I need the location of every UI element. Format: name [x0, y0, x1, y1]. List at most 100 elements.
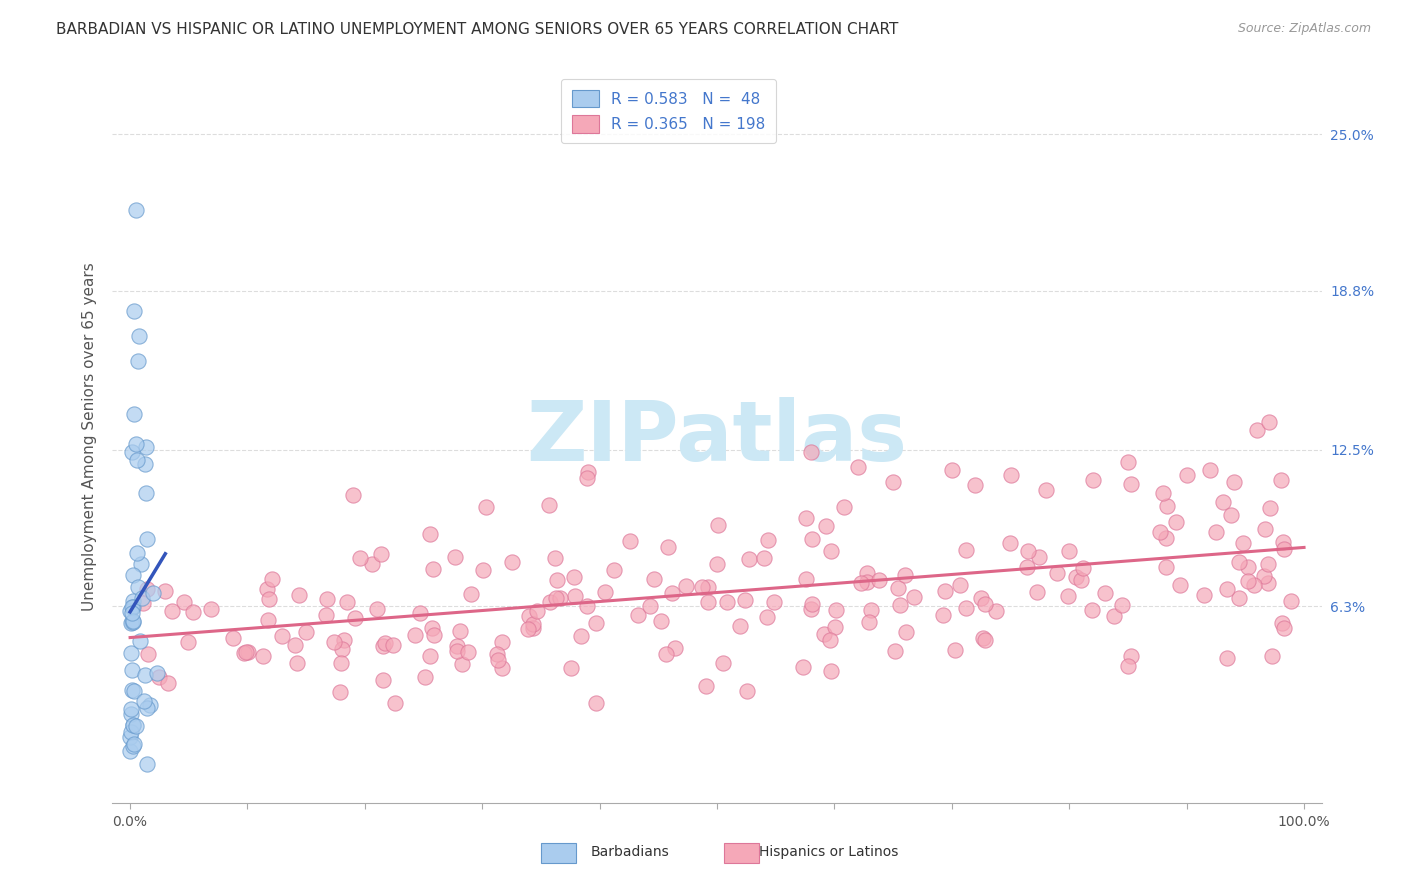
Point — [538, 595, 561, 609]
Y-axis label: Unemployment Among Seniors over 65 years: Unemployment Among Seniors over 65 years — [82, 263, 97, 611]
Point — [404, 628, 426, 642]
Point — [423, 627, 446, 641]
Point — [157, 676, 180, 690]
Point — [451, 657, 474, 672]
Point — [173, 594, 195, 608]
Point — [121, 606, 143, 620]
Point — [322, 635, 344, 649]
Point — [889, 598, 911, 612]
Point — [200, 602, 222, 616]
Point — [381, 638, 404, 652]
Point — [884, 644, 907, 658]
Point — [711, 657, 734, 671]
Point — [262, 572, 284, 586]
Point — [135, 440, 157, 454]
Point — [1152, 485, 1174, 500]
Point — [941, 463, 963, 477]
Point — [1057, 589, 1080, 603]
Point — [284, 638, 307, 652]
Point — [965, 478, 987, 492]
Point — [121, 600, 143, 615]
Point — [675, 579, 697, 593]
Point — [974, 633, 997, 648]
Point — [820, 543, 842, 558]
Point — [122, 304, 145, 318]
Point — [122, 684, 145, 698]
Point — [638, 599, 661, 613]
Point — [120, 604, 142, 618]
Point — [896, 625, 918, 640]
Point — [344, 611, 367, 625]
Point — [972, 631, 994, 645]
Point — [569, 629, 592, 643]
Point — [1194, 588, 1216, 602]
Point — [1000, 467, 1022, 482]
Point — [1111, 598, 1133, 612]
Point — [934, 583, 956, 598]
Point — [794, 572, 817, 586]
Point — [1064, 570, 1087, 584]
Point — [800, 445, 823, 459]
Text: ZIPatlas: ZIPatlas — [527, 397, 907, 477]
Point — [544, 591, 567, 606]
Point — [548, 591, 571, 605]
Point — [1219, 508, 1241, 522]
Point — [868, 573, 890, 587]
Point — [846, 460, 869, 475]
Point — [127, 452, 149, 467]
Point — [1046, 566, 1069, 580]
Point — [792, 660, 814, 674]
Point — [762, 595, 785, 609]
Point — [177, 635, 200, 649]
Point — [449, 624, 471, 638]
Point — [1119, 477, 1142, 491]
Point — [315, 591, 337, 606]
Point — [657, 540, 679, 554]
Point — [122, 594, 145, 608]
Point — [120, 730, 142, 744]
Point — [330, 642, 353, 657]
Point — [756, 609, 779, 624]
Point — [814, 519, 837, 533]
Point — [270, 629, 292, 643]
Point — [295, 624, 318, 639]
Point — [858, 615, 880, 629]
Point — [135, 701, 157, 715]
Point — [120, 744, 142, 758]
Point — [546, 574, 568, 588]
Point — [139, 698, 162, 713]
Point — [664, 640, 686, 655]
Point — [949, 578, 972, 592]
Point — [1260, 501, 1282, 516]
Point — [1175, 467, 1198, 482]
Point — [121, 568, 143, 582]
Point — [374, 636, 396, 650]
Point — [1116, 659, 1139, 673]
Point — [257, 613, 280, 627]
Point — [752, 550, 775, 565]
Point — [1015, 560, 1038, 574]
Point — [135, 532, 157, 546]
Point — [125, 437, 148, 451]
Point — [882, 475, 904, 490]
Point — [121, 663, 143, 677]
Point — [1227, 591, 1250, 605]
Point — [794, 511, 817, 525]
Point — [222, 631, 245, 645]
Point — [446, 639, 468, 653]
Point — [1154, 560, 1177, 574]
Point — [162, 604, 184, 618]
Point — [585, 697, 607, 711]
Point — [373, 639, 395, 653]
Point — [236, 645, 259, 659]
Point — [1156, 531, 1178, 545]
Point — [134, 667, 156, 681]
Point — [420, 621, 443, 635]
Point — [256, 582, 278, 596]
Point — [696, 594, 718, 608]
Point — [332, 633, 354, 648]
Text: Barbadians: Barbadians — [591, 845, 669, 859]
Point — [127, 581, 149, 595]
Point — [422, 562, 444, 576]
Point — [121, 717, 143, 731]
